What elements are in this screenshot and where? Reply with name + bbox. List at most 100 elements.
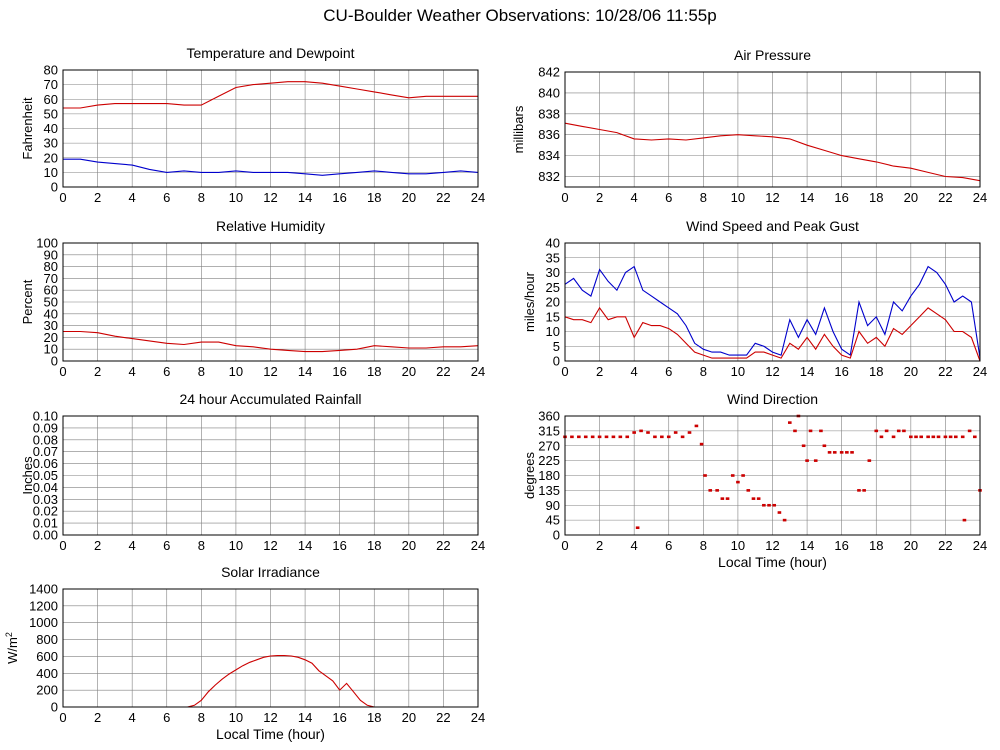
- data-point-wind-direction: [720, 497, 725, 500]
- series-line-wind-speed: [564, 306, 981, 362]
- series-line-solar-irradiance: [63, 655, 478, 708]
- y-tick-label: 0: [51, 180, 58, 195]
- data-point-wind-direction: [570, 435, 574, 439]
- y-tick-label: 1200: [29, 598, 58, 613]
- data-point-wind-direction: [699, 442, 704, 446]
- y-tick-label: 30: [44, 318, 58, 333]
- y-tick-label: 35: [546, 250, 560, 265]
- data-point-wind-direction: [777, 511, 782, 514]
- series-line-air-pressure: [564, 122, 981, 182]
- data-point-wind-direction: [597, 435, 602, 439]
- data-point-wind-direction: [845, 451, 849, 454]
- plot-frame: [564, 71, 981, 188]
- data-point-wind-direction: [756, 497, 761, 500]
- y-tick-label: 10: [546, 324, 560, 339]
- x-tick-label: 8: [198, 710, 205, 725]
- data-point-wind-direction: [805, 459, 809, 462]
- data-point-wind-direction: [618, 435, 623, 439]
- y-tick-label: 0.00: [33, 528, 58, 543]
- y-tick-label: 842: [538, 65, 560, 80]
- x-tick-label: 18: [869, 364, 883, 379]
- x-tick-label: 4: [129, 710, 136, 725]
- y-tick-label: 0.03: [33, 492, 58, 507]
- data-point-wind-direction: [827, 451, 832, 454]
- data-point-wind-direction: [926, 435, 930, 439]
- chart-title: 24 hour Accumulated Rainfall: [179, 391, 361, 407]
- x-tick-label: 10: [229, 190, 243, 205]
- data-point-wind-direction: [741, 474, 745, 477]
- x-tick-label: 2: [94, 190, 101, 205]
- data-point-wind-direction: [646, 431, 650, 434]
- x-tick-label: 8: [700, 538, 707, 553]
- x-tick-label: 24: [973, 364, 987, 379]
- x-tick-label: 0: [59, 710, 66, 725]
- x-tick-label: 14: [298, 364, 312, 379]
- y-tick-label: 10: [44, 342, 58, 357]
- y-axis-label: millibars: [511, 105, 526, 153]
- y-tick-label: 10: [44, 165, 58, 180]
- x-tick-label: 6: [163, 538, 170, 553]
- plot-frame: [62, 242, 479, 362]
- y-tick-label: 315: [538, 423, 560, 438]
- x-tick-label: 2: [596, 364, 603, 379]
- data-point-wind-direction: [874, 429, 879, 433]
- x-tick-label: 12: [765, 190, 779, 205]
- x-tick-label: 18: [367, 710, 381, 725]
- y-tick-label: 15: [546, 309, 560, 324]
- y-tick-label: 0.05: [33, 468, 58, 483]
- y-tick-label: 20: [546, 295, 560, 310]
- chart-pressure: 0 2 4 6 8 10 12 14 16 18 20 22 24832834836838840842A…: [511, 47, 987, 205]
- y-tick-label: 834: [538, 148, 560, 163]
- y-axis-label: miles/hour: [522, 271, 537, 332]
- x-tick-label: 8: [198, 538, 205, 553]
- x-tick-label: 22: [938, 190, 952, 205]
- x-tick-label: 18: [869, 190, 883, 205]
- y-tick-label: 30: [44, 136, 58, 151]
- plot-frame: [62, 588, 479, 708]
- x-tick-label: 16: [332, 710, 346, 725]
- y-tick-label: 1000: [29, 615, 58, 630]
- y-tick-label: 70: [44, 77, 58, 92]
- y-tick-label: 50: [44, 106, 58, 121]
- x-tick-label: 6: [665, 538, 672, 553]
- x-tick-label: 10: [229, 538, 243, 553]
- y-tick-label: 90: [546, 498, 560, 513]
- data-point-wind-direction: [850, 451, 854, 454]
- chart-wind-speed: 0 2 4 6 8 10 12 14 16 18 20 22 240510152025303540Win…: [522, 218, 987, 379]
- y-tick-label: 0.01: [33, 516, 58, 531]
- y-tick-label: 60: [44, 92, 58, 107]
- data-point-wind-direction: [813, 459, 818, 462]
- x-tick-label: 24: [471, 538, 485, 553]
- y-tick-label: 90: [44, 247, 58, 262]
- data-point-wind-direction: [914, 435, 918, 439]
- y-tick-label: 200: [36, 683, 58, 698]
- y-tick-label: 832: [538, 169, 560, 184]
- x-tick-label: 4: [631, 190, 638, 205]
- x-tick-label: 16: [332, 190, 346, 205]
- x-axis-label: Local Time (hour): [216, 726, 325, 742]
- data-point-wind-direction: [973, 435, 977, 439]
- data-point-wind-direction: [611, 435, 616, 439]
- y-tick-label: 180: [538, 468, 560, 483]
- x-tick-label: 8: [198, 364, 205, 379]
- data-point-wind-direction: [782, 518, 787, 522]
- data-point-wind-direction: [931, 435, 936, 439]
- x-tick-label: 8: [700, 190, 707, 205]
- x-tick-label: 16: [332, 538, 346, 553]
- data-point-wind-direction: [808, 429, 813, 433]
- x-tick-label: 16: [834, 538, 848, 553]
- data-point-wind-direction: [730, 474, 735, 477]
- y-tick-label: 400: [36, 666, 58, 681]
- y-tick-label: 80: [44, 63, 58, 78]
- y-axis-label: Fahrenheit: [20, 97, 35, 160]
- y-tick-label: 40: [44, 306, 58, 321]
- data-point-wind-direction: [577, 435, 581, 439]
- data-point-wind-direction: [708, 489, 713, 492]
- y-tick-label: 40: [546, 236, 560, 251]
- data-point-wind-direction: [604, 435, 609, 439]
- x-tick-label: 6: [665, 364, 672, 379]
- plot-frame: [564, 415, 981, 536]
- data-point-wind-direction: [787, 421, 792, 424]
- data-point-wind-direction: [639, 429, 643, 433]
